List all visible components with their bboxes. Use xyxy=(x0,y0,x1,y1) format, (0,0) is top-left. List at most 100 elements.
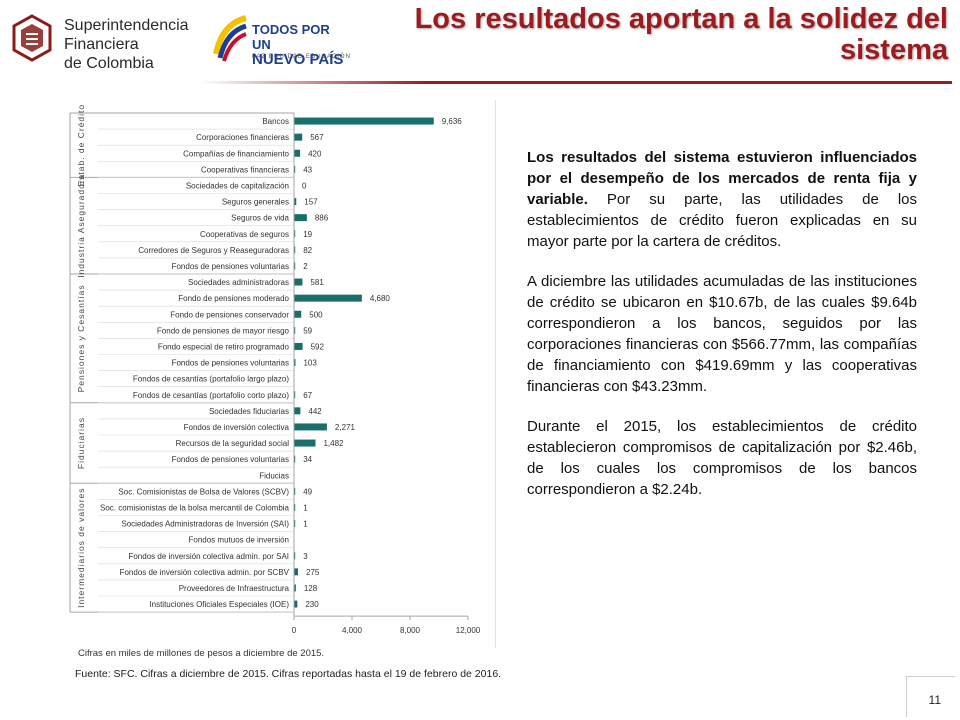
gov-logo-tagline: PAZ EQUIDAD EDUCACIÓN xyxy=(252,54,351,60)
bar xyxy=(294,294,362,302)
data-label: 1,482 xyxy=(323,439,344,448)
category-label: Cooperativas financieras xyxy=(201,165,289,174)
gov-logo: TODOS POR UN NUEVO PAÍS PAZ EQUIDAD EDUC… xyxy=(212,8,352,72)
data-label: 19 xyxy=(303,230,312,239)
gov-logo-line: NUEVO PAÍS xyxy=(252,51,344,68)
page-number: 11 xyxy=(928,693,941,707)
data-label: 4,680 xyxy=(370,294,391,303)
category-label: Recursos de la seguridad social xyxy=(176,439,290,448)
data-label: 157 xyxy=(304,198,318,207)
category-label: Fondos de inversión colectiva xyxy=(184,423,290,432)
data-label: 567 xyxy=(310,133,324,142)
group-label: Estab. de Crédito xyxy=(76,104,86,187)
bar xyxy=(294,278,303,286)
chart-note: Cifras en miles de millones de pesos a d… xyxy=(78,648,325,659)
bar xyxy=(294,165,296,173)
bar xyxy=(294,262,296,270)
data-label: 275 xyxy=(306,568,320,577)
x-tick-label: 0 xyxy=(292,626,297,635)
category-label: Fondos de pensiones voluntarias xyxy=(172,262,289,271)
data-label: 886 xyxy=(315,214,329,223)
bar xyxy=(294,568,298,576)
group-label: Pensiones y Cesantías xyxy=(76,284,86,392)
category-label: Corredores de Seguros y Reaseguradoras xyxy=(138,246,289,255)
group-label: Fiduciarias xyxy=(76,417,86,469)
category-label: Sociedades fiduciarias xyxy=(209,407,289,416)
data-label: 82 xyxy=(303,246,312,255)
bar xyxy=(294,310,302,318)
data-label: 2,271 xyxy=(335,423,356,432)
sfc-logo-line: de Colombia xyxy=(64,55,154,72)
bar xyxy=(294,198,297,206)
category-label: Seguros de vida xyxy=(231,214,289,223)
bar xyxy=(294,584,296,592)
data-label: 581 xyxy=(310,278,324,287)
gov-logo-line: TODOS POR UN xyxy=(252,22,330,52)
data-label: 0 xyxy=(302,181,307,190)
data-label: 442 xyxy=(308,407,322,416)
bar xyxy=(294,552,296,560)
category-label: Sociedades de capitalización xyxy=(186,181,289,190)
data-label: 592 xyxy=(311,342,325,351)
title-line-2: sistema xyxy=(839,34,948,66)
data-label: 420 xyxy=(308,149,322,158)
sfc-logo-line: Superintendencia xyxy=(64,17,189,34)
category-label: Cooperativas de seguros xyxy=(200,230,289,239)
group-label: Intermediarios de valores xyxy=(76,487,86,607)
category-label: Instituciones Oficiales Especiales (IOE) xyxy=(149,600,289,609)
category-label: Fondos de inversión colectiva admin. por… xyxy=(128,552,289,561)
category-label: Bancos xyxy=(262,117,289,126)
data-label: 59 xyxy=(303,326,312,335)
bar xyxy=(294,439,316,447)
gov-emblem-icon xyxy=(213,15,247,62)
category-label: Sociedades Administradoras de Inversión … xyxy=(121,520,289,529)
title-line-1: Los resultados aportan a la solidez del xyxy=(414,3,948,35)
data-label: 500 xyxy=(309,310,323,319)
bar xyxy=(294,520,296,528)
bar xyxy=(294,487,296,495)
category-label: Fondo de pensiones moderado xyxy=(178,294,289,303)
category-label: Fiducias xyxy=(259,471,289,480)
title-underline xyxy=(200,81,952,84)
x-tick-label: 12,000 xyxy=(456,626,481,635)
paragraph-1: Los resultados del sistema estuvieron in… xyxy=(527,147,917,252)
category-label: Soc. Comisionistas de Bolsa de Valores (… xyxy=(118,487,289,496)
sfc-logo: Superintendencia Financiera de Colombia xyxy=(6,10,196,72)
bar xyxy=(294,455,296,463)
bar xyxy=(294,246,296,254)
category-label: Fondos de cesantías (portafolio corto pl… xyxy=(133,391,289,400)
category-label: Corporaciones financieras xyxy=(196,133,289,142)
bar xyxy=(294,149,301,157)
bar xyxy=(294,133,303,141)
category-label: Fondos de pensiones voluntarias xyxy=(172,359,289,368)
paragraph-1-bold: Los resultados del sistema estuvieron in… xyxy=(527,149,917,208)
source-note: Fuente: SFC. Cifras a diciembre de 2015.… xyxy=(75,668,502,680)
data-label: 230 xyxy=(305,600,319,609)
sfc-logo-line: Financiera xyxy=(64,36,139,53)
category-label: Fondos de inversión colectiva admin. por… xyxy=(120,568,290,577)
paragraph-2: A diciembre las utilidades acumuladas de… xyxy=(527,273,917,395)
category-label: Compañías de financiamiento xyxy=(183,149,289,158)
paragraph-3: Durante el 2015, los establecimientos de… xyxy=(527,418,917,498)
category-label: Fondo de pensiones de mayor riesgo xyxy=(157,326,290,335)
bar xyxy=(294,214,307,222)
data-label: 43 xyxy=(303,165,312,174)
data-label: 3 xyxy=(303,552,308,561)
category-label: Proveedores de Infraestructura xyxy=(179,584,290,593)
data-label: 2 xyxy=(303,262,308,271)
bar xyxy=(294,359,296,367)
bar xyxy=(294,230,296,238)
bar xyxy=(294,117,434,125)
bar xyxy=(294,407,301,415)
category-label: Sociedades administradoras xyxy=(188,278,289,287)
data-label: 9,636 xyxy=(442,117,463,126)
paragraph-1-rest: Por su parte, las utilidades de los esta… xyxy=(527,191,917,250)
page-title: Los resultados aportan a la solidez del … xyxy=(348,4,948,66)
category-label: Fondo de pensiones conservador xyxy=(170,310,289,319)
category-label: Seguros generales xyxy=(222,198,289,207)
data-label: 34 xyxy=(303,455,312,464)
page-number-box: 11 xyxy=(906,676,955,717)
bar xyxy=(294,342,303,350)
utilidades-bar-chart: Estab. de Crédito Industria Aseguradora Pe… xyxy=(68,100,496,648)
